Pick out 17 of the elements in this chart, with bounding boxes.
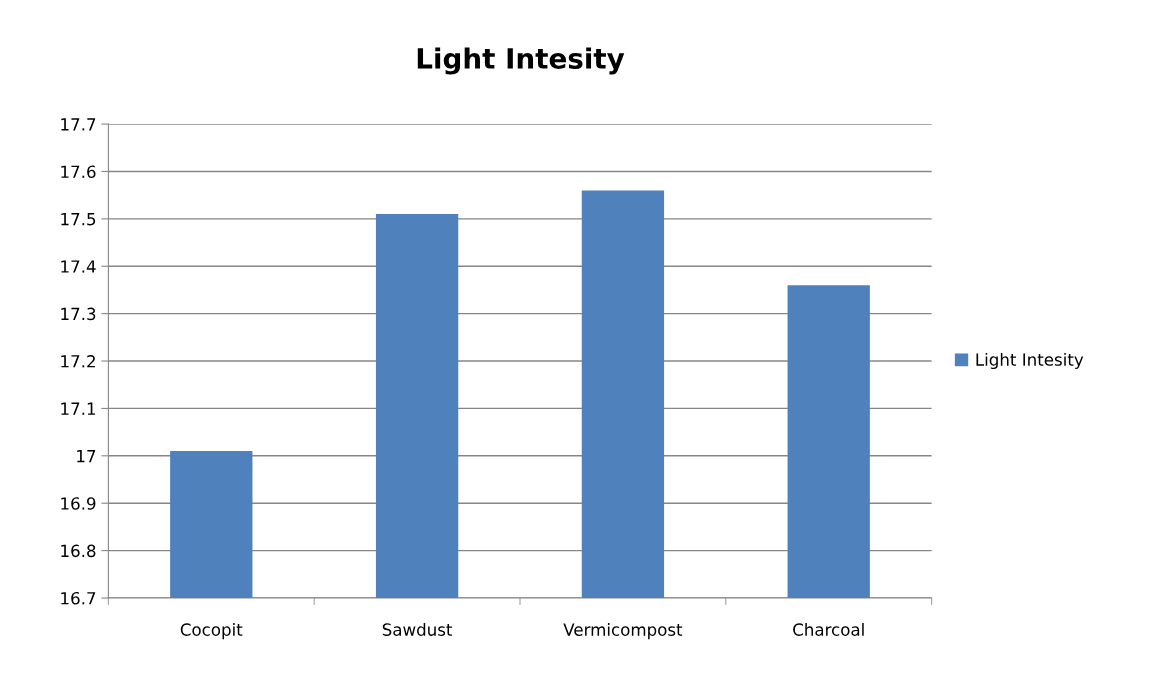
y-tick-label: 17.1 — [61, 402, 96, 415]
y-tick-label: 17.3 — [61, 307, 96, 321]
y-tick-label: 17.2 — [61, 355, 95, 368]
y-tick-label: 17 — [77, 450, 96, 463]
x-tick-label: Sawdust — [382, 623, 453, 636]
legend-label: Light Intesity — [976, 352, 1084, 370]
x-tick-label: Cocopit — [180, 623, 243, 640]
x-tick-label: Charcoal — [793, 623, 864, 636]
x-tick-label: Vermicompost — [563, 623, 683, 640]
y-tick-label: 16.8 — [61, 544, 96, 558]
y-tick-label: 17.5 — [61, 213, 96, 226]
y-tick-label: 16.9 — [61, 497, 96, 510]
chart-title: Light Intesity — [417, 47, 625, 75]
y-tick-label: 16.7 — [61, 591, 96, 605]
y-tick-label: 17.7 — [61, 118, 96, 131]
y-tick-label: 17.4 — [61, 260, 96, 273]
y-tick-label: 17.6 — [61, 165, 96, 179]
